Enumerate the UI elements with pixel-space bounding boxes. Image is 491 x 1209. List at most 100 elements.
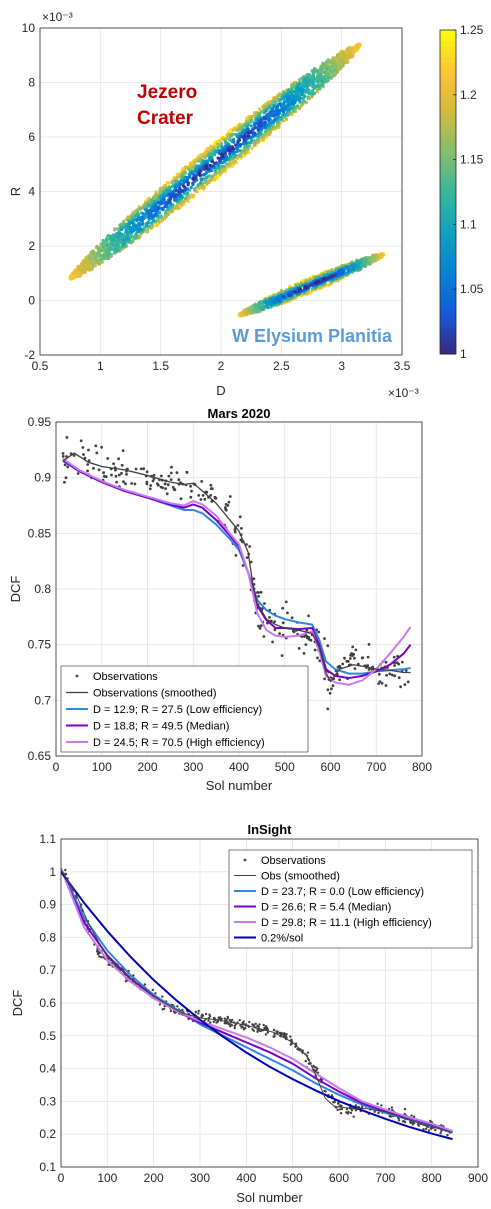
scatter-point xyxy=(208,178,212,182)
observation-point xyxy=(130,482,134,485)
mars2020-legend-entry: D = 24.5; R = 70.5 (High efficiency) xyxy=(93,737,265,749)
observation-point xyxy=(209,494,213,497)
scatter-point xyxy=(330,270,334,274)
observation-point xyxy=(273,628,277,632)
scatter-point xyxy=(325,61,329,65)
observation-point xyxy=(403,683,407,686)
annotation-jezero: Jezero xyxy=(137,82,197,103)
scatter-point xyxy=(352,262,356,266)
observation-point xyxy=(349,1111,353,1115)
insight-ytick-label: 0.5 xyxy=(39,1029,56,1043)
scatter-point xyxy=(151,209,155,213)
observation-point xyxy=(248,1020,251,1024)
observation-point xyxy=(258,626,262,630)
colorbar-tick-label: 1.25 xyxy=(460,23,484,37)
scatter-point xyxy=(274,300,278,304)
colorbar-segment xyxy=(440,310,456,317)
colorbar-tick-label: 1.05 xyxy=(460,282,484,296)
scatter-point xyxy=(239,143,243,147)
scatter-point xyxy=(288,96,292,100)
scatter-point xyxy=(346,269,350,273)
colorbar-segment xyxy=(440,289,456,296)
insight-ytick-label: 0.3 xyxy=(39,1094,56,1108)
scatter-point xyxy=(121,237,126,241)
scatter-points xyxy=(68,42,386,318)
observation-point xyxy=(307,1062,311,1066)
scatter-point xyxy=(350,52,354,56)
scatter-point xyxy=(213,169,217,173)
scatter-point xyxy=(102,245,106,249)
scatter-point xyxy=(304,80,308,84)
scatter-point xyxy=(85,264,89,268)
scatter-point xyxy=(286,293,290,298)
observation-point xyxy=(346,1112,349,1115)
scatter-point xyxy=(300,93,304,97)
scatter-point xyxy=(165,202,169,206)
mars2020-legend-entry: D = 12.9; R = 27.5 (Low efficiency) xyxy=(93,704,262,716)
scatter-point xyxy=(148,204,152,208)
scatter-point xyxy=(269,110,273,114)
scatter-point xyxy=(159,189,163,193)
observation-point xyxy=(248,545,252,548)
scatter-point xyxy=(106,251,110,255)
colorbar-segment xyxy=(440,73,456,80)
scatter-point xyxy=(236,156,240,160)
observation-point xyxy=(114,468,117,472)
observation-point xyxy=(256,1028,259,1031)
scatter-xtick-label: 1.5 xyxy=(152,359,169,373)
scatter-point xyxy=(157,207,161,211)
scatter-point xyxy=(166,181,170,185)
scatter-point xyxy=(281,294,285,298)
scatter-point xyxy=(79,268,83,272)
scatter-point xyxy=(271,100,275,104)
observation-point xyxy=(397,1119,401,1122)
observation-point xyxy=(265,1027,269,1030)
observation-point xyxy=(257,1025,260,1029)
observation-point xyxy=(367,668,371,671)
observation-point xyxy=(284,600,288,604)
scatter-point xyxy=(305,84,309,88)
scatter-point xyxy=(118,238,122,242)
insight-ytick-label: 0.8 xyxy=(39,930,56,944)
mars2020-ytick-label: 0.65 xyxy=(28,749,52,763)
scatter-point xyxy=(205,161,209,165)
insight-legend-entry: D = 29.8; R = 11.1 (High efficiency) xyxy=(261,917,432,929)
observation-point xyxy=(229,1025,232,1028)
observation-point xyxy=(143,983,147,986)
scatter-point xyxy=(243,154,247,158)
scatter-point xyxy=(186,176,190,180)
scatter-point xyxy=(253,123,257,127)
observation-point xyxy=(158,1003,162,1006)
scatter-point xyxy=(272,105,276,109)
scatter-point xyxy=(338,61,342,66)
scatter-point xyxy=(122,242,126,246)
observation-point xyxy=(262,1023,265,1027)
observation-point xyxy=(197,1009,200,1013)
scatter-point xyxy=(368,261,372,265)
observation-point xyxy=(392,655,396,659)
scatter-point xyxy=(140,215,144,219)
observation-point xyxy=(318,659,322,663)
observation-point xyxy=(257,591,260,594)
observation-point xyxy=(87,459,91,462)
scatter-point xyxy=(175,205,180,209)
observation-point xyxy=(276,1030,279,1033)
scatter-point xyxy=(263,120,267,124)
scatter-point xyxy=(202,185,206,189)
mars2020-legend-entry: Observations xyxy=(93,671,158,683)
insight-series-line xyxy=(61,868,453,1134)
scatter-point xyxy=(114,239,119,243)
colorbar-segment xyxy=(440,213,456,220)
scatter-point xyxy=(224,154,228,159)
scatter-point xyxy=(204,170,208,175)
scatter-point xyxy=(292,95,296,99)
scatter-point xyxy=(311,81,315,85)
observation-point xyxy=(117,457,120,461)
scatter-point xyxy=(76,268,80,272)
scatter-point xyxy=(140,219,144,223)
scatter-point xyxy=(109,237,113,241)
scatter-point xyxy=(222,167,226,171)
observation-point xyxy=(169,1009,173,1013)
insight-xtick-label: 600 xyxy=(329,1171,349,1185)
